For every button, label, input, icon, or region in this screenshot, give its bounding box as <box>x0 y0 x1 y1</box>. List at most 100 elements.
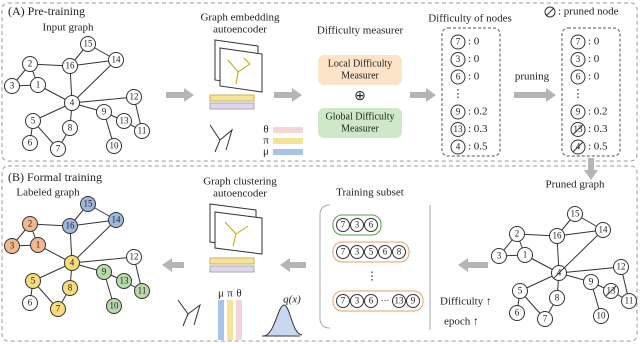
node-label: 6 <box>369 220 374 230</box>
node-label: 7 <box>341 247 346 257</box>
node-label: 11 <box>138 126 147 136</box>
difficulty-box <box>441 27 501 157</box>
node <box>491 248 507 264</box>
edge <box>558 229 604 274</box>
node <box>364 294 378 308</box>
combine-symbol: ⊕ <box>354 89 366 104</box>
node <box>62 120 78 136</box>
legend-icon <box>545 7 555 17</box>
graph-title: Labeled graph <box>16 187 80 199</box>
node <box>96 264 112 280</box>
panel-a-frame <box>1 2 638 162</box>
node-label: 7 <box>341 296 346 306</box>
node <box>62 58 78 74</box>
node-label: 6 <box>28 298 33 308</box>
node-label: 12 <box>130 252 139 262</box>
encoder-sketch <box>224 221 249 247</box>
node-label: 8 <box>68 123 73 133</box>
node-label: 7 <box>56 144 61 154</box>
arrow <box>584 158 598 180</box>
node <box>570 34 586 50</box>
param-label: π <box>263 135 269 147</box>
node <box>25 113 41 129</box>
order-label: Difficulty ↑ <box>440 296 491 308</box>
node-label: 3 <box>456 54 461 64</box>
edge <box>71 59 117 104</box>
node-label: 6 <box>456 72 461 82</box>
node-label: 9 <box>576 107 581 117</box>
node <box>595 222 611 238</box>
node <box>450 52 466 67</box>
node-label: 3 <box>10 81 15 91</box>
list-title: Difficulty of nodes <box>428 13 512 25</box>
prune-slash <box>572 124 584 135</box>
embedding-bar <box>209 265 255 273</box>
param-bar <box>227 300 233 340</box>
node <box>50 141 66 157</box>
node-label: 7 <box>456 37 461 47</box>
node <box>64 255 80 271</box>
embedding-bar <box>209 102 255 110</box>
node-label: 4 <box>456 142 461 152</box>
node <box>392 294 406 308</box>
subset-row <box>332 290 424 312</box>
node <box>364 245 378 259</box>
node-label: 15 <box>84 39 94 49</box>
node-label: 4 <box>70 258 75 268</box>
panel-label: (B) Formal training <box>8 170 102 184</box>
encoder-title: Graph clustering <box>203 176 277 188</box>
arrow <box>280 258 306 272</box>
node-label: 16 <box>66 221 76 231</box>
subset-bracket <box>319 204 331 329</box>
node-label: 6 <box>576 72 581 82</box>
param-label: π <box>227 288 233 300</box>
node <box>570 104 586 120</box>
node <box>450 122 466 137</box>
node-label: 9 <box>102 107 107 117</box>
node <box>336 294 350 308</box>
node <box>108 52 124 68</box>
node-label: 7 <box>341 220 346 230</box>
node-label: 2 <box>28 59 33 69</box>
node-label: 8 <box>397 247 402 257</box>
node-label: 4 <box>70 98 75 108</box>
node <box>22 295 38 311</box>
score: : 0 <box>588 71 600 83</box>
node-label: 1 <box>36 80 41 90</box>
node <box>350 294 364 308</box>
global-measurer <box>318 108 402 138</box>
node-label: 3 <box>10 241 15 251</box>
node-label: 9 <box>411 296 416 306</box>
arrow <box>410 88 436 102</box>
node-label: 13 <box>454 124 464 134</box>
subset-row <box>332 214 382 236</box>
param-bar <box>273 149 303 155</box>
node-label: 13 <box>120 276 130 286</box>
node-label: 3 <box>576 54 581 64</box>
measurer-label: Global Difficulty <box>326 111 395 122</box>
node-label: 11 <box>138 286 147 296</box>
embedding-bar <box>209 94 255 102</box>
edge <box>71 96 135 104</box>
node <box>96 104 112 120</box>
node-label: 5 <box>31 276 36 286</box>
node <box>25 273 41 289</box>
node-label: 1 <box>36 240 41 250</box>
param-bar <box>218 300 224 340</box>
score: : 0.2 <box>588 106 608 118</box>
score: : 0 <box>468 36 480 48</box>
encoder-layer <box>214 211 263 255</box>
node <box>537 311 553 327</box>
node <box>512 283 528 299</box>
param-label: θ <box>263 124 268 136</box>
encoder-title: autoencoder <box>213 188 267 200</box>
node <box>570 69 586 85</box>
node-label: 6 <box>369 296 374 306</box>
arrow <box>274 88 302 102</box>
node <box>134 283 150 299</box>
node <box>126 89 142 105</box>
legend-label: : pruned node <box>558 6 619 18</box>
node <box>350 218 364 232</box>
node <box>64 95 80 111</box>
param-label: μ <box>218 288 224 300</box>
